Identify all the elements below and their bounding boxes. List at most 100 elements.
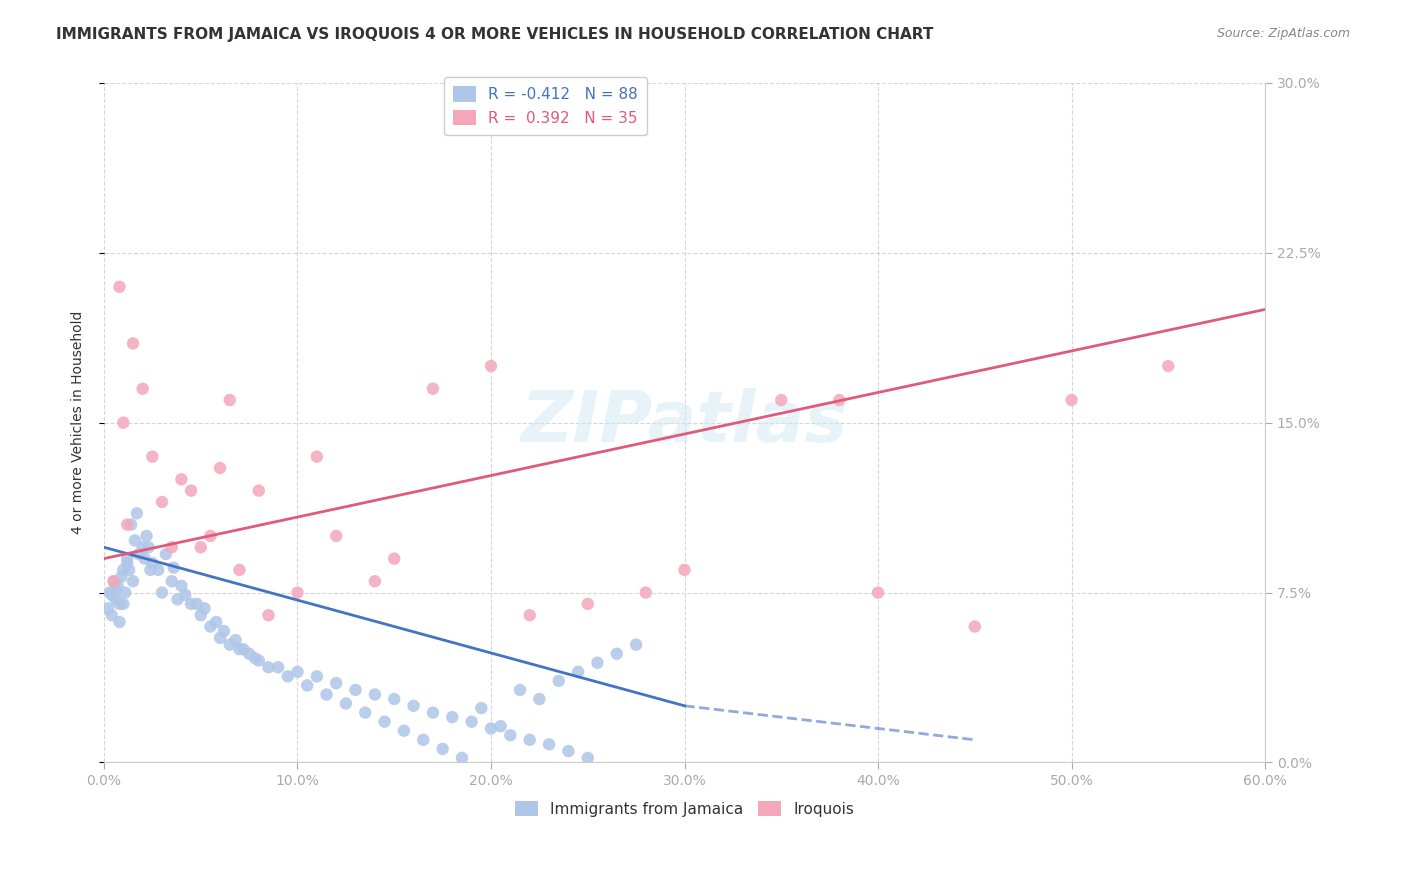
Point [110, 570, 132, 584]
Point [108, 597, 131, 611]
Point [1060, 392, 1083, 407]
Point [364, 688, 387, 702]
Point [479, 359, 502, 373]
Text: ZIPatlas: ZIPatlas [520, 388, 848, 458]
Point [232, 642, 254, 657]
Point [238, 647, 260, 661]
Point [138, 541, 160, 555]
Point [354, 706, 377, 720]
Point [125, 506, 148, 520]
Point [115, 517, 138, 532]
Point [209, 461, 232, 475]
Point [243, 651, 266, 665]
Point [128, 547, 150, 561]
Point [586, 656, 609, 670]
Point [131, 541, 153, 555]
Point [218, 392, 240, 407]
Point [364, 574, 387, 589]
Point [422, 382, 444, 396]
Point [519, 732, 541, 747]
Point [205, 615, 228, 629]
Point [335, 697, 357, 711]
Point [170, 579, 193, 593]
Point [139, 563, 162, 577]
Point [180, 483, 202, 498]
Point [100, 588, 122, 602]
Point [460, 714, 482, 729]
Point [112, 597, 135, 611]
Point [519, 608, 541, 623]
Point [257, 608, 280, 623]
Point [451, 751, 474, 765]
Point [277, 669, 299, 683]
Point [344, 682, 367, 697]
Point [190, 541, 212, 555]
Text: Source: ZipAtlas.com: Source: ZipAtlas.com [1216, 27, 1350, 40]
Point [479, 722, 502, 736]
Point [190, 608, 212, 623]
Point [325, 676, 347, 690]
Point [218, 638, 240, 652]
Point [112, 563, 135, 577]
Y-axis label: 4 or more Vehicles in Household: 4 or more Vehicles in Household [72, 311, 86, 534]
Point [267, 660, 290, 674]
Point [287, 665, 309, 679]
Point [576, 597, 599, 611]
Point [174, 588, 197, 602]
Point [576, 751, 599, 765]
Point [382, 692, 405, 706]
Point [228, 642, 250, 657]
Point [122, 574, 145, 589]
Point [115, 551, 138, 566]
Point [212, 624, 235, 638]
Point [135, 529, 157, 543]
Point [287, 585, 309, 599]
Point [247, 653, 270, 667]
Point [112, 416, 135, 430]
Legend: Immigrants from Jamaica, Iroquois: Immigrants from Jamaica, Iroquois [509, 795, 860, 822]
Point [374, 714, 396, 729]
Point [606, 647, 628, 661]
Point [295, 678, 318, 692]
Point [225, 633, 247, 648]
Point [120, 517, 142, 532]
Point [228, 563, 250, 577]
Point [557, 744, 579, 758]
Point [402, 698, 425, 713]
Point [194, 601, 217, 615]
Point [146, 563, 169, 577]
Point [150, 495, 173, 509]
Point [124, 533, 146, 548]
Point [97, 601, 120, 615]
Point [529, 692, 551, 706]
Point [470, 701, 492, 715]
Point [257, 660, 280, 674]
Point [155, 547, 177, 561]
Point [141, 450, 163, 464]
Point [634, 585, 657, 599]
Point [305, 450, 328, 464]
Point [104, 583, 127, 598]
Point [150, 585, 173, 599]
Point [186, 597, 208, 611]
Point [315, 688, 337, 702]
Point [100, 608, 122, 623]
Point [134, 551, 156, 566]
Point [103, 574, 125, 589]
Point [567, 665, 589, 679]
Point [104, 592, 127, 607]
Point [489, 719, 512, 733]
Point [115, 556, 138, 570]
Point [98, 585, 121, 599]
Point [170, 472, 193, 486]
Point [160, 541, 183, 555]
Point [441, 710, 464, 724]
Point [108, 280, 131, 294]
Point [624, 638, 647, 652]
Point [209, 631, 232, 645]
Point [141, 556, 163, 570]
Point [392, 723, 415, 738]
Point [770, 392, 793, 407]
Point [118, 563, 141, 577]
Point [103, 574, 125, 589]
